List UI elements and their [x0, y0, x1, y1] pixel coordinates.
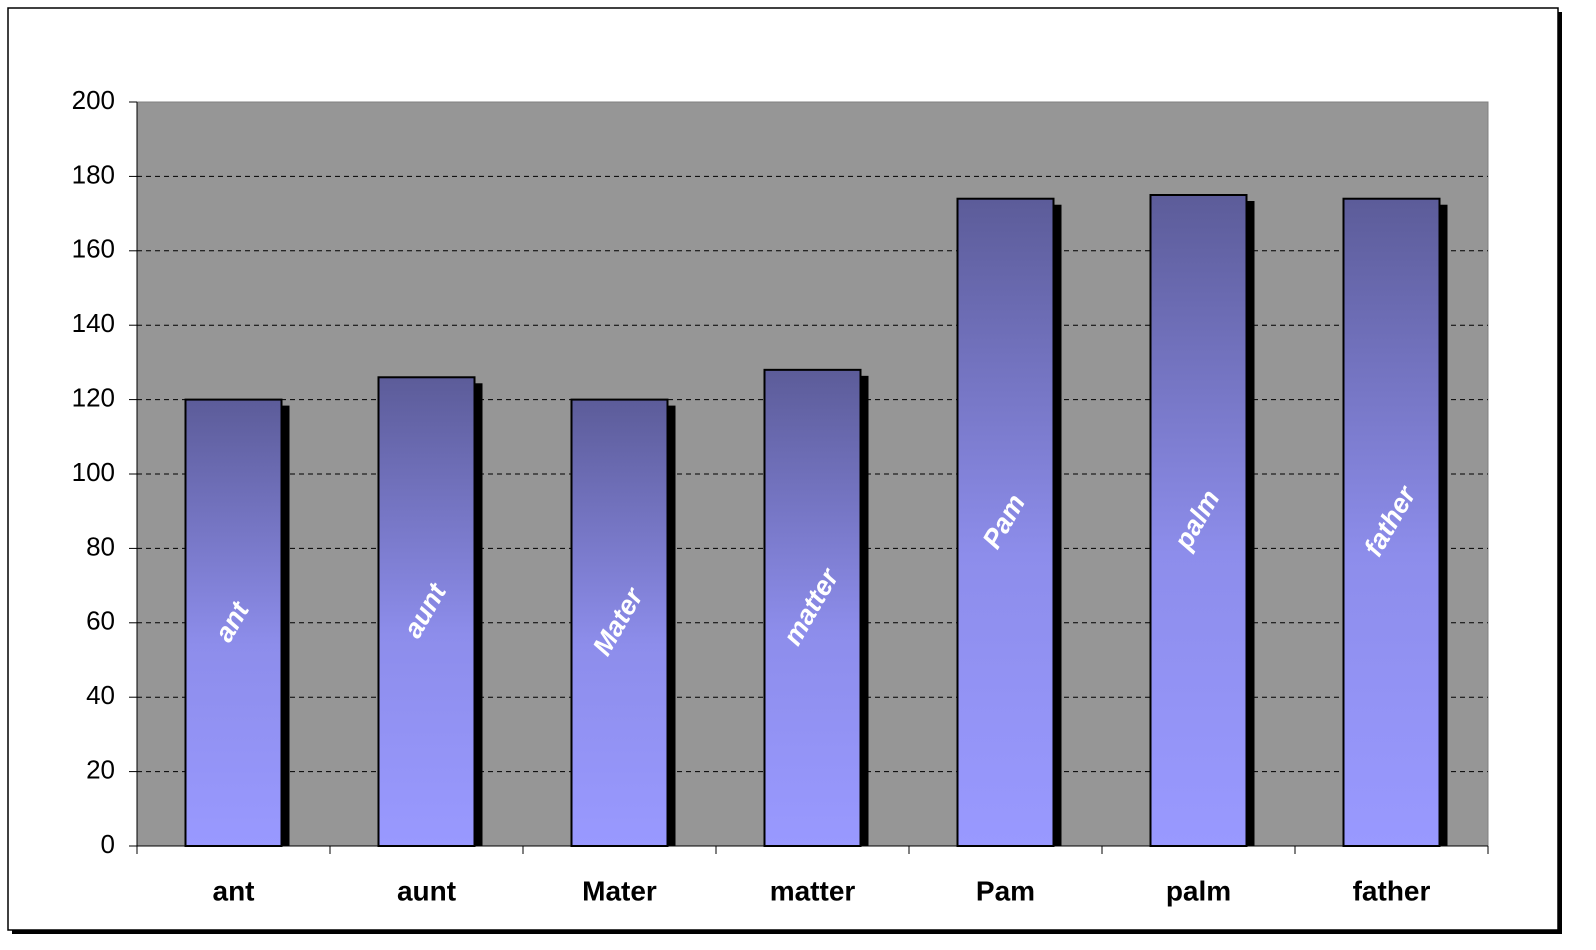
x-tick-label: aunt — [397, 875, 456, 906]
x-tick-label: Pam — [976, 875, 1035, 906]
bar — [184, 398, 283, 847]
y-tick-label: 20 — [86, 754, 115, 784]
x-tick-label: palm — [1166, 875, 1231, 906]
y-tick-label: 0 — [101, 829, 115, 859]
bar — [763, 368, 862, 847]
y-tick-label: 180 — [72, 159, 115, 189]
y-tick-label: 60 — [86, 606, 115, 636]
y-tick-label: 40 — [86, 680, 115, 710]
x-tick-label: Mater — [582, 875, 657, 906]
y-tick-label: 120 — [72, 382, 115, 412]
x-tick-label: father — [1353, 875, 1431, 906]
bar — [1149, 194, 1248, 847]
y-tick-label: 200 — [72, 85, 115, 115]
bar — [1342, 197, 1441, 848]
y-tick-label: 80 — [86, 531, 115, 561]
bar — [570, 398, 669, 847]
bar — [956, 197, 1055, 848]
y-tick-label: 140 — [72, 308, 115, 338]
y-tick-label: 100 — [72, 457, 115, 487]
y-tick-label: 160 — [72, 234, 115, 264]
bar — [377, 376, 476, 847]
x-tick-label: matter — [770, 875, 856, 906]
x-tick-label: ant — [213, 875, 255, 906]
